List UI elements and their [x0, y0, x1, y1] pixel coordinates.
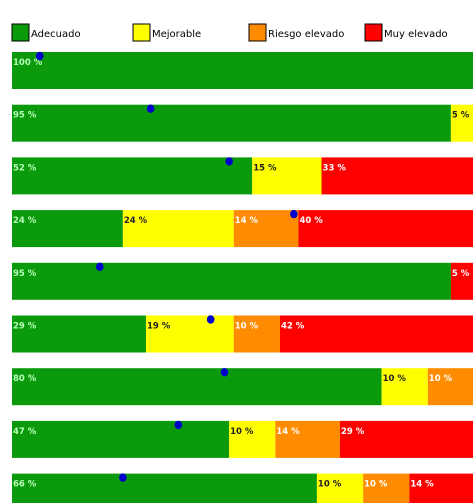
segment-label-2-3: 33 % — [323, 163, 347, 173]
marker-1 — [146, 104, 155, 113]
segment-label-2-0: 52 % — [13, 163, 37, 173]
segment-label-5-3: 42 % — [281, 322, 305, 332]
marker-4 — [95, 262, 104, 271]
segment-label-3-0: 24 % — [13, 216, 37, 226]
legend: Adecuado Mejorable Riesgo elevado Muy eleva… — [11, 23, 448, 42]
bar-segment-2-1 — [252, 157, 322, 195]
segment-label-4-0: 95 % — [13, 269, 37, 279]
bar-segment-1-1 — [450, 104, 473, 142]
segment-label-8-2: 10 % — [364, 480, 388, 490]
bar-segment-0-0 — [12, 52, 473, 89]
segment-label-1-0: 95 % — [13, 111, 37, 121]
segment-label-4-3: 5 % — [452, 269, 470, 279]
bar-segment-8-3 — [409, 473, 473, 503]
segment-label-3-3: 40 % — [299, 216, 323, 226]
segment-label-8-3: 14 % — [410, 480, 434, 490]
bar-segment-6-1 — [381, 368, 428, 406]
marker-3 — [290, 209, 298, 219]
segment-label-5-1: 19 % — [147, 322, 171, 332]
bars: 100 % 95 % 5 % 52 % 15 % 33 % 24 % 24 % 14 % 40 %… — [12, 51, 473, 503]
bar-segment-3-0 — [12, 210, 123, 248]
bar-segment-2-3 — [321, 157, 473, 195]
segment-label-1-1: 5 % — [452, 111, 470, 121]
bar-segment-5-1 — [145, 315, 234, 353]
legend-label-3: Muy elevado — [384, 29, 448, 40]
bar-segment-5-0 — [12, 315, 146, 353]
segment-label-8-0: 66 % — [13, 480, 37, 490]
bar-segment-3-2 — [233, 210, 299, 248]
segment-label-7-1: 10 % — [230, 427, 254, 437]
bar-segment-3-3 — [298, 210, 473, 248]
bar-segment-2-0 — [12, 157, 253, 195]
bar-segment-7-1 — [229, 420, 276, 458]
bar-segment-8-2 — [363, 473, 410, 503]
bar-segment-5-2 — [233, 315, 280, 353]
bar-segment-6-2 — [427, 368, 473, 406]
segment-label-7-3: 29 % — [341, 427, 365, 437]
marker-7 — [174, 420, 183, 430]
legend-swatch-2 — [248, 23, 267, 42]
bar-segment-4-0 — [12, 262, 451, 300]
bar-segment-8-1 — [316, 473, 364, 503]
segment-label-3-1: 24 % — [124, 216, 148, 226]
legend-swatch-3 — [364, 23, 383, 42]
bar-segment-6-0 — [12, 368, 382, 406]
segment-label-2-1: 15 % — [253, 163, 277, 173]
segment-label-6-2: 10 % — [429, 374, 453, 384]
legend-swatch-1 — [132, 23, 151, 42]
segment-label-6-0: 80 % — [13, 374, 37, 384]
segment-label-7-2: 14 % — [276, 427, 300, 437]
marker-0 — [35, 51, 44, 61]
marker-2 — [225, 157, 233, 166]
bar-segment-8-0 — [12, 473, 317, 503]
legend-label-0: Adecuado — [31, 29, 81, 40]
bar-segment-7-3 — [340, 420, 473, 458]
bar-segment-5-3 — [279, 315, 473, 353]
legend-label-2: Riesgo elevado — [268, 29, 344, 40]
segment-label-3-2: 14 % — [235, 216, 259, 226]
bar-segment-4-3 — [450, 262, 473, 300]
segment-label-8-1: 10 % — [318, 480, 342, 490]
bar-segment-3-1 — [122, 210, 234, 248]
segment-label-5-0: 29 % — [13, 322, 37, 332]
legend-swatch-0 — [11, 23, 30, 42]
segment-label-0-0: 100 % — [13, 58, 43, 68]
segment-label-7-0: 47 % — [13, 427, 37, 437]
marker-6 — [220, 368, 229, 377]
bar-segment-7-0 — [12, 420, 230, 458]
marker-5 — [206, 315, 215, 324]
bar-segment-7-2 — [275, 420, 341, 458]
legend-label-1: Mejorable — [152, 29, 201, 40]
marker-8 — [119, 473, 127, 482]
segment-label-5-2: 10 % — [235, 322, 259, 332]
segment-label-6-1: 10 % — [383, 374, 407, 384]
bar-segment-1-0 — [12, 104, 451, 142]
